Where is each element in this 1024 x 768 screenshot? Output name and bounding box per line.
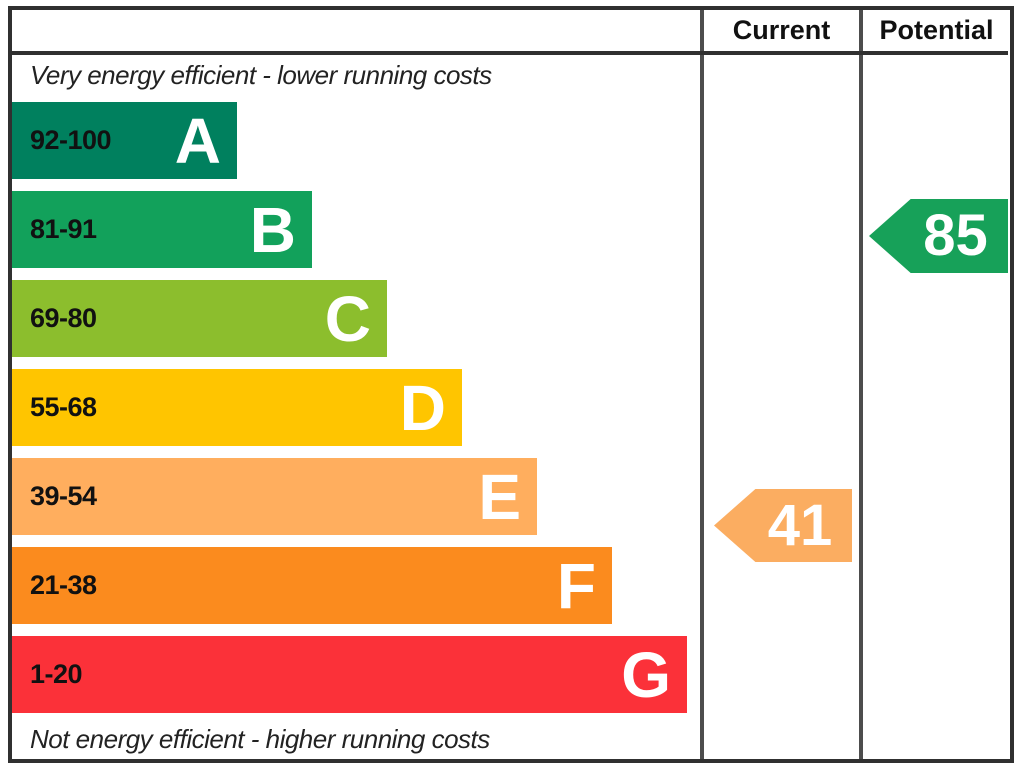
potential-column-header: Potential — [879, 15, 994, 45]
top-caption: Very energy efficient - lower running co… — [30, 60, 492, 90]
band-c-letter: C — [324, 282, 371, 355]
potential-column-divider — [859, 10, 863, 759]
current-column-header: Current — [732, 15, 831, 45]
header-separator-line — [12, 51, 1008, 55]
band-d-letter: D — [399, 371, 446, 444]
band-c: 69-80 C — [12, 280, 387, 357]
band-b-range: 81-91 — [30, 214, 97, 244]
band-d: 55-68 D — [12, 369, 462, 446]
band-f-range: 21-38 — [30, 570, 97, 600]
band-a-letter: A — [174, 104, 221, 177]
current-column-divider — [700, 10, 704, 759]
chart-outer-border — [8, 6, 1014, 763]
band-e: 39-54 E — [12, 458, 537, 535]
band-a-range: 92-100 — [30, 125, 112, 155]
bottom-caption: Not energy efficient - higher running co… — [30, 724, 490, 754]
band-d-range: 55-68 — [30, 392, 97, 422]
band-f-letter: F — [556, 549, 596, 622]
current-rating-value: 41 — [767, 492, 833, 558]
band-g-range: 1-20 — [30, 659, 83, 689]
band-b: 81-91 B — [12, 191, 312, 268]
band-g: 1-20 G — [12, 636, 687, 713]
band-e-range: 39-54 — [30, 481, 97, 511]
band-g-letter: G — [621, 638, 671, 711]
band-c-range: 69-80 — [30, 303, 97, 333]
rating-bands: 92-100 A 81-91 B 69-80 C 55-68 D 39-54 E… — [12, 102, 687, 713]
potential-rating-arrow: 85 — [869, 199, 1008, 273]
band-e-letter: E — [478, 460, 521, 533]
potential-rating-value: 85 — [923, 203, 988, 268]
band-f: 21-38 F — [12, 547, 612, 624]
band-a: 92-100 A — [12, 102, 237, 179]
band-b-letter: B — [249, 193, 296, 266]
